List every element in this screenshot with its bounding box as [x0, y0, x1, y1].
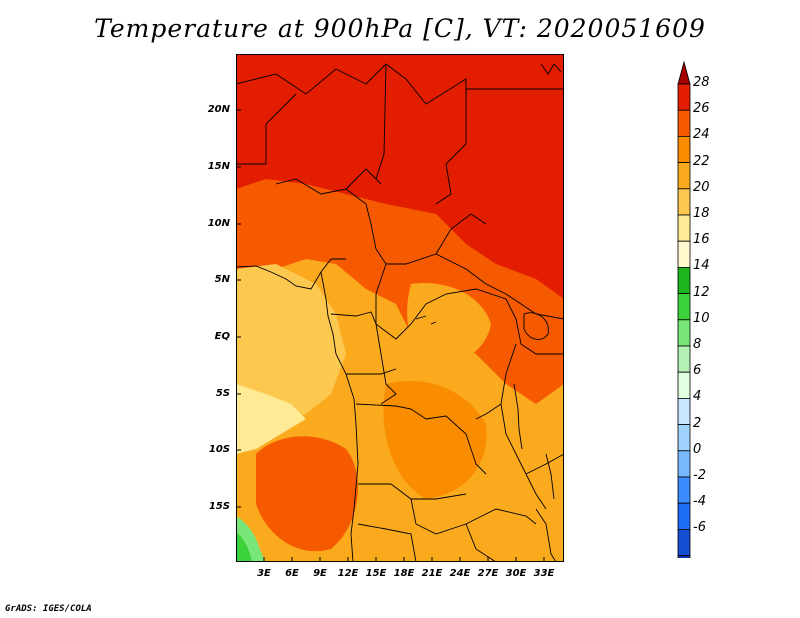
border-gabon-congo	[346, 368, 397, 375]
lon-label-33e: 33E	[533, 568, 555, 579]
lon-label-3e: 3E	[257, 568, 271, 579]
border-nigeria-niger	[345, 168, 382, 190]
field-coastal-pale	[236, 384, 306, 454]
border-north	[236, 63, 467, 205]
colorbar-segment	[677, 319, 691, 347]
border-zambia-tanzania	[525, 453, 564, 475]
border-tanzania	[475, 403, 502, 420]
colorbar-segment	[677, 555, 691, 558]
colorbar-segment	[677, 371, 691, 399]
colorbar-label: 18	[693, 206, 710, 221]
colorbar-label: -2	[693, 468, 706, 483]
red-sea-coast	[540, 63, 562, 75]
colorbar-label: 8	[693, 337, 702, 352]
lake-victoria	[523, 312, 549, 340]
colorbar-label: 4	[693, 389, 702, 405]
field-sw-cold	[236, 532, 252, 562]
colorbar-label: 20	[693, 179, 710, 195]
lon-label-24e: 24E	[449, 568, 471, 579]
colorbar-segment	[677, 397, 691, 425]
coast-gulf-guinea	[236, 258, 346, 290]
lon-label-9e: 9E	[313, 568, 327, 579]
lat-label-20n: 20N	[207, 104, 230, 115]
colorbar-segment	[677, 450, 691, 478]
border-zimbabwe	[465, 523, 497, 562]
colorbar-label: 10	[693, 310, 710, 326]
lon-tick-marks	[263, 557, 545, 562]
credit-text: GrADS: IGES/COLA	[5, 604, 92, 614]
colorbar-segment	[677, 214, 691, 242]
colorbar-top-arrow	[677, 60, 691, 85]
coastline-west	[320, 271, 359, 562]
colorbar-segment	[677, 83, 691, 111]
lon-label-15e: 15E	[365, 568, 387, 579]
colorbar-label: 2	[693, 415, 702, 431]
colorbar-label: 12	[693, 284, 710, 300]
border-angola-drc	[355, 403, 487, 475]
lake-tanganyika	[513, 383, 523, 450]
lat-label-5s: 5S	[215, 388, 230, 399]
colorbar-segment	[677, 188, 691, 216]
border-drc-north	[330, 288, 517, 340]
colorbar-label: 26	[693, 101, 710, 117]
lat-label-10n: 10N	[207, 218, 230, 229]
lon-label-18e: 18E	[393, 568, 415, 579]
border-cameroon-car	[375, 263, 387, 324]
border-uganda	[515, 318, 564, 355]
border-mozambique	[535, 508, 557, 562]
colorbar-segment	[677, 136, 691, 164]
lon-label-6e: 6E	[285, 568, 299, 579]
colorbar-segment	[677, 162, 691, 190]
lat-label-eq: EQ	[214, 331, 230, 342]
border-niger-chad	[375, 63, 387, 180]
colorbar-label: -6	[693, 520, 706, 536]
colorbar-label: 6	[693, 363, 702, 379]
colorbar	[677, 60, 691, 558]
colorbar-segment	[677, 502, 691, 530]
chart-title: Temperature at 900hPa [C], VT: 202005160…	[94, 14, 706, 43]
lon-label-27e: 27E	[477, 568, 499, 579]
field-west-cool	[236, 264, 346, 434]
border-congo-drc	[375, 323, 397, 405]
border-sudan-chad	[435, 213, 487, 255]
colorbar-label: 28	[693, 75, 710, 90]
map-canvas	[236, 54, 564, 562]
lon-label-12e: 12E	[337, 568, 359, 579]
colorbar-segment	[677, 528, 691, 556]
axis-ticks	[236, 109, 545, 562]
lat-tick-marks	[236, 109, 241, 508]
field-angola-warm	[256, 436, 358, 552]
colorbar-segment	[677, 240, 691, 268]
border-mali	[236, 93, 297, 165]
border-drc-east	[500, 343, 547, 510]
lon-label-21e: 21E	[421, 568, 443, 579]
lat-label-10s: 10S	[208, 444, 230, 455]
colorbar-label: 14	[693, 258, 710, 274]
lat-label-15s: 15S	[208, 501, 230, 512]
colorbar-label: 0	[693, 441, 702, 457]
colorbar-segment	[677, 109, 691, 137]
border-namibia	[357, 523, 417, 562]
lake-malawi	[545, 453, 555, 500]
temperature-map	[236, 54, 564, 562]
lat-label-15n: 15N	[207, 161, 230, 172]
colorbar-segment	[677, 293, 691, 321]
colorbar-label: 24	[693, 127, 710, 143]
colorbar-segment	[677, 345, 691, 373]
field-katanga-warm	[383, 380, 487, 499]
colorbar-segment	[677, 266, 691, 294]
lake-marks	[415, 315, 437, 325]
map-frame	[236, 54, 564, 562]
lon-label-30e: 30E	[505, 568, 527, 579]
colorbar-label: 22	[693, 153, 710, 169]
colorbar-segments	[677, 60, 691, 558]
colorbar-segment	[677, 424, 691, 452]
borders	[236, 63, 564, 562]
lat-label-5n: 5N	[214, 274, 230, 285]
colorbar-label: 16	[693, 232, 710, 248]
colorbar-segment	[677, 476, 691, 504]
field-26-28	[236, 54, 564, 299]
colorbar-label: -4	[693, 494, 706, 510]
